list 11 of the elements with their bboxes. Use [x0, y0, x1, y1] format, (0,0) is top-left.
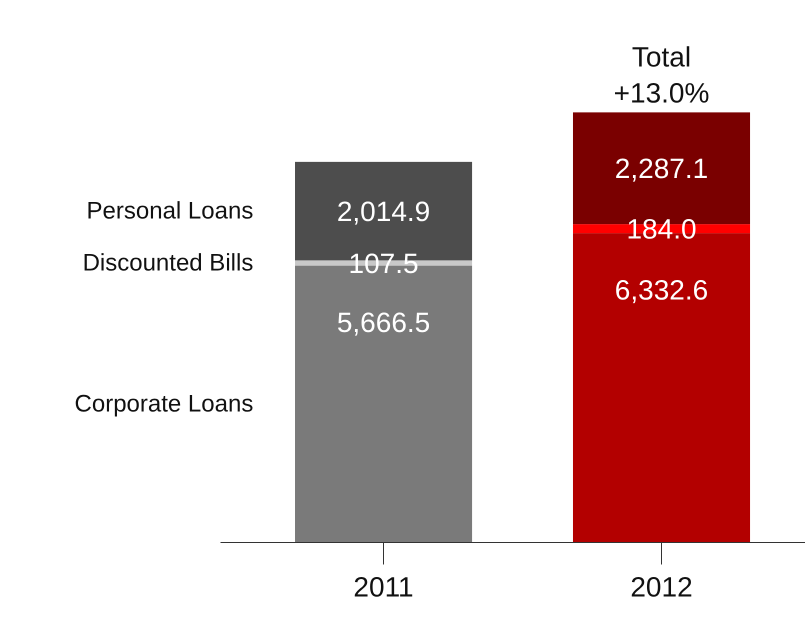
series-label: Discounted Bills — [82, 250, 254, 276]
data-label: 5,666.5 — [336, 306, 430, 338]
x-tick-label: 2011 — [353, 572, 414, 602]
series-label: Corporate Loans — [74, 390, 254, 418]
series-label: Personal Loans — [86, 198, 254, 225]
data-label: 2,287.1 — [614, 153, 708, 184]
data-label: 6,332.6 — [614, 274, 708, 306]
annotation: Total +13.0% — [614, 42, 710, 108]
data-label: 2,014.9 — [336, 196, 430, 228]
data-label: 184.0 — [626, 214, 697, 245]
x-tick-label: 2012 — [630, 572, 693, 602]
